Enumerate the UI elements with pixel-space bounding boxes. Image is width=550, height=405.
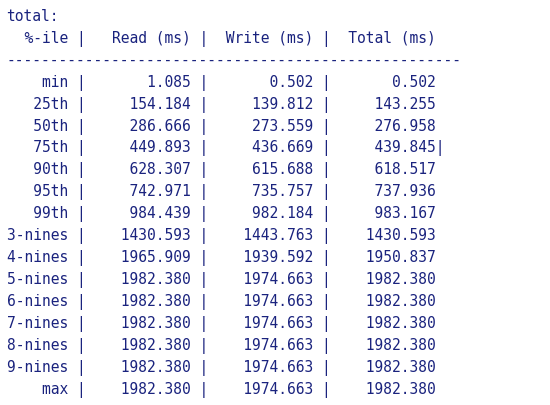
Text: 7-nines |    1982.380 |    1974.663 |    1982.380: 7-nines | 1982.380 | 1974.663 | 1982.380 bbox=[7, 315, 436, 331]
Text: 50th |     286.666 |     273.559 |     276.958: 50th | 286.666 | 273.559 | 276.958 bbox=[7, 118, 436, 134]
Text: ----------------------------------------------------: ----------------------------------------… bbox=[7, 53, 461, 68]
Text: 99th |     984.439 |     982.184 |     983.167: 99th | 984.439 | 982.184 | 983.167 bbox=[7, 206, 436, 222]
Text: 90th |     628.307 |     615.688 |     618.517: 90th | 628.307 | 615.688 | 618.517 bbox=[7, 162, 436, 178]
Text: 4-nines |    1965.909 |    1939.592 |    1950.837: 4-nines | 1965.909 | 1939.592 | 1950.837 bbox=[7, 249, 436, 265]
Text: 6-nines |    1982.380 |    1974.663 |    1982.380: 6-nines | 1982.380 | 1974.663 | 1982.380 bbox=[7, 293, 436, 309]
Text: 3-nines |    1430.593 |    1443.763 |    1430.593: 3-nines | 1430.593 | 1443.763 | 1430.593 bbox=[7, 228, 436, 243]
Text: 95th |     742.971 |     735.757 |     737.936: 95th | 742.971 | 735.757 | 737.936 bbox=[7, 184, 436, 200]
Text: max |    1982.380 |    1974.663 |    1982.380: max | 1982.380 | 1974.663 | 1982.380 bbox=[7, 381, 436, 396]
Text: 9-nines |    1982.380 |    1974.663 |    1982.380: 9-nines | 1982.380 | 1974.663 | 1982.380 bbox=[7, 359, 436, 375]
Text: 25th |     154.184 |     139.812 |     143.255: 25th | 154.184 | 139.812 | 143.255 bbox=[7, 96, 436, 112]
Text: 8-nines |    1982.380 |    1974.663 |    1982.380: 8-nines | 1982.380 | 1974.663 | 1982.380 bbox=[7, 337, 436, 353]
Text: total:: total: bbox=[7, 9, 59, 24]
Text: %-ile |   Read (ms) |  Write (ms) |  Total (ms): %-ile | Read (ms) | Write (ms) | Total (… bbox=[7, 31, 436, 47]
Text: min |       1.085 |       0.502 |       0.502: min | 1.085 | 0.502 | 0.502 bbox=[7, 75, 436, 90]
Text: 75th |     449.893 |     436.669 |     439.845|: 75th | 449.893 | 436.669 | 439.845| bbox=[7, 140, 444, 156]
Text: 5-nines |    1982.380 |    1974.663 |    1982.380: 5-nines | 1982.380 | 1974.663 | 1982.380 bbox=[7, 271, 436, 287]
